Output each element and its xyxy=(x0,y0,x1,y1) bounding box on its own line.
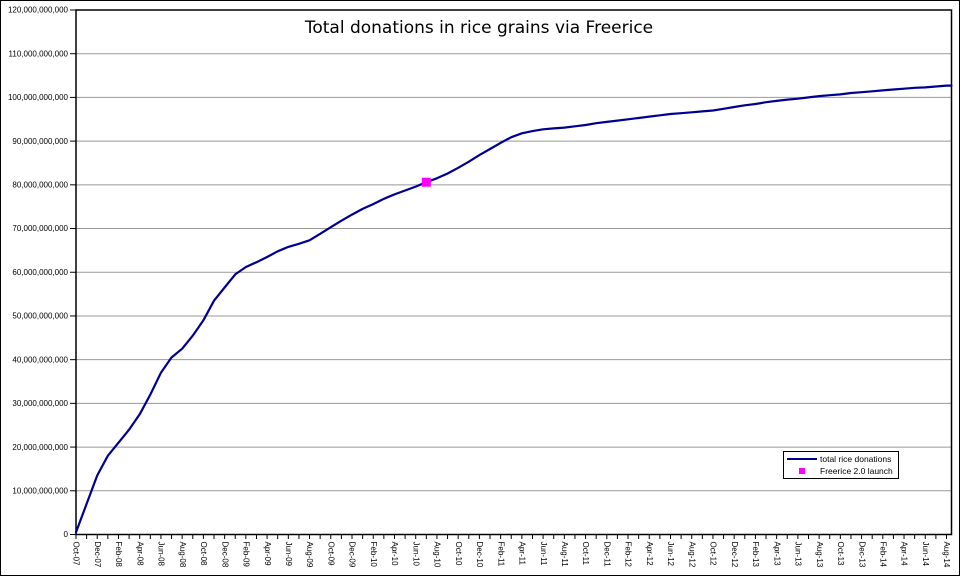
x-axis-tick-label: Feb-14 xyxy=(879,542,888,568)
x-axis-tick-label: Dec-13 xyxy=(857,542,866,568)
y-axis-tick-label: 110,000,000,000 xyxy=(9,49,69,58)
x-axis-tick-label: Jun-08 xyxy=(157,542,166,567)
x-axis-tick-label: Aug-11 xyxy=(560,542,569,568)
x-axis-tick-label: Apr-10 xyxy=(390,542,399,567)
x-axis-tick-label: Apr-08 xyxy=(135,542,144,567)
x-axis-tick-label: Apr-12 xyxy=(645,542,654,567)
x-axis-tick-label: Apr-09 xyxy=(263,542,272,567)
x-axis-tick-label: Oct-07 xyxy=(72,542,81,567)
x-axis-tick-label: Jun-11 xyxy=(539,542,548,566)
x-axis-tick-label: Apr-14 xyxy=(900,542,909,567)
x-axis-tick-label: Jun-13 xyxy=(794,542,803,567)
y-axis-tick-label: 100,000,000,000 xyxy=(8,93,69,102)
x-axis-tick-label: Feb-08 xyxy=(114,542,123,568)
chart-title: Total donations in rice grains via Freer… xyxy=(304,18,654,38)
y-axis-tick-label: 20,000,000,000 xyxy=(12,443,68,452)
x-axis-tick-label: Jun-09 xyxy=(284,542,293,567)
x-axis-tick-label: Oct-10 xyxy=(454,542,463,567)
x-axis-tick-label: Dec-11 xyxy=(602,542,611,568)
x-axis-tick-label: Aug-12 xyxy=(687,542,696,568)
freerice-2-0-launch-marker xyxy=(421,177,431,187)
x-axis-tick-label: Feb-09 xyxy=(242,542,251,568)
line-swatch-icon xyxy=(787,457,817,461)
x-axis-tick-label: Aug-08 xyxy=(178,542,187,568)
x-axis-tick-label: Jun-12 xyxy=(666,542,675,567)
x-axis-tick-label: Dec-08 xyxy=(220,542,229,568)
y-axis-tick-label: 40,000,000,000 xyxy=(12,355,68,364)
x-axis-tick-label: Apr-13 xyxy=(772,542,781,567)
x-axis-tick-label: Jun-10 xyxy=(411,542,420,567)
x-axis-tick-label: Oct-11 xyxy=(581,542,590,566)
x-axis-tick-label: Jun-14 xyxy=(921,542,930,567)
legend-item-total-rice-donations: total rice donations xyxy=(784,454,898,465)
y-axis-tick-label: 30,000,000,000 xyxy=(12,399,68,408)
x-axis-tick-label: Oct-08 xyxy=(199,542,208,567)
x-axis-tick-label: Aug-13 xyxy=(815,542,824,568)
legend-item-freerice-launch: Freerice 2.0 launch xyxy=(784,466,898,477)
legend-swatch-column xyxy=(784,468,820,474)
legend-label-freerice-launch: Freerice 2.0 launch xyxy=(820,466,893,476)
y-axis-tick-label: 80,000,000,000 xyxy=(12,181,68,190)
y-axis-tick-label: 10,000,000,000 xyxy=(12,486,68,495)
total-rice-donations-line xyxy=(74,84,953,534)
x-axis-tick-label: Apr-11 xyxy=(518,542,527,566)
x-axis-tick-label: Feb-13 xyxy=(751,542,760,568)
legend: total rice donations Freerice 2.0 launch xyxy=(783,451,899,479)
y-axis-tick-label: 90,000,000,000 xyxy=(12,137,68,146)
x-axis-tick-label: Oct-09 xyxy=(326,542,335,567)
legend-swatch-column xyxy=(784,457,820,461)
y-axis-tick-label: 60,000,000,000 xyxy=(12,268,68,277)
y-axis-tick-label: 70,000,000,000 xyxy=(12,224,68,233)
x-axis-tick-label: Feb-11 xyxy=(496,542,505,567)
x-axis-tick-label: Dec-09 xyxy=(348,542,357,568)
x-axis-tick-label: Aug-09 xyxy=(305,542,314,568)
x-axis-tick-label: Feb-10 xyxy=(369,542,378,568)
x-axis-tick-label: Dec-07 xyxy=(93,542,102,568)
x-axis-tick-label: Dec-10 xyxy=(475,542,484,568)
y-axis-tick-label: 50,000,000,000 xyxy=(12,312,68,321)
y-axis-tick-label: 0 xyxy=(64,530,69,539)
x-axis-tick-label: Feb-12 xyxy=(624,542,633,568)
x-axis-tick-label: Aug-10 xyxy=(433,542,442,568)
x-axis-tick-label: Aug-14 xyxy=(942,542,951,568)
y-axis-tick-label: 120,000,000,000 xyxy=(8,6,69,15)
x-axis-tick-label: Oct-12 xyxy=(709,542,718,567)
legend-label-total-rice-donations: total rice donations xyxy=(820,454,892,464)
square-marker-icon xyxy=(799,468,805,474)
x-axis-tick-label: Dec-12 xyxy=(730,542,739,568)
x-axis-tick-label: Oct-13 xyxy=(836,542,845,567)
